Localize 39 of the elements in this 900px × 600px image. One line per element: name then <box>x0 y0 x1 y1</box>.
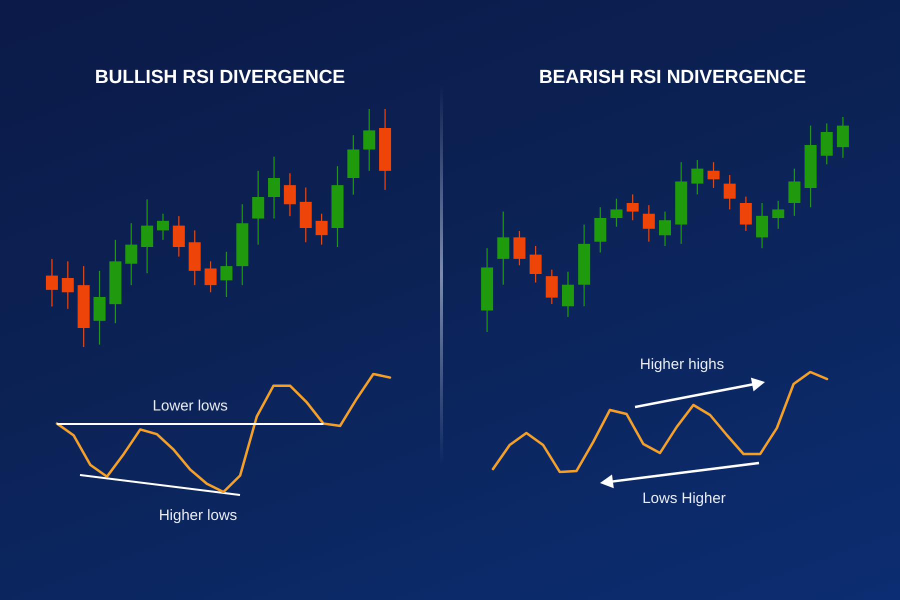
candlestick <box>642 204 655 242</box>
candlestick <box>772 200 784 230</box>
candlestick <box>610 198 622 228</box>
text: Lows Higher <box>642 490 726 507</box>
candlestick <box>788 168 800 216</box>
candlestick <box>268 156 280 220</box>
candlestick <box>46 258 58 308</box>
text: Higher lows <box>158 507 238 524</box>
candlestick <box>363 108 376 172</box>
candlestick <box>756 202 768 249</box>
candlestick <box>156 213 169 240</box>
candlestick <box>708 162 720 189</box>
candlestick <box>724 174 736 210</box>
candlestick <box>513 230 526 266</box>
candlestick <box>562 271 574 318</box>
ref-line-label: Lower lows <box>152 398 228 415</box>
candlestick <box>691 159 704 195</box>
candlestick <box>94 270 106 346</box>
candlestick <box>204 260 217 293</box>
candlestick <box>252 170 264 246</box>
candlestick <box>172 216 185 258</box>
candlestick <box>740 196 752 232</box>
candlestick <box>125 222 138 286</box>
annotation: Higher highs <box>640 356 724 373</box>
candlestick <box>220 251 232 298</box>
candlestick <box>62 260 74 310</box>
candlestick <box>284 172 296 217</box>
candlestick <box>836 116 849 158</box>
candlestick <box>530 245 542 284</box>
candlestick <box>820 122 833 165</box>
candlestick <box>141 198 154 274</box>
chart-title: BEARISH RSI NDIVERGENCE <box>538 67 806 88</box>
candlestick <box>546 269 558 305</box>
candlestick <box>659 211 671 247</box>
candlestick <box>316 213 328 246</box>
candlestick <box>626 194 639 221</box>
candlestick <box>594 206 606 254</box>
chart-title: BULLISH RSI DIVERGENCE <box>94 67 346 88</box>
candlestick <box>497 211 510 286</box>
